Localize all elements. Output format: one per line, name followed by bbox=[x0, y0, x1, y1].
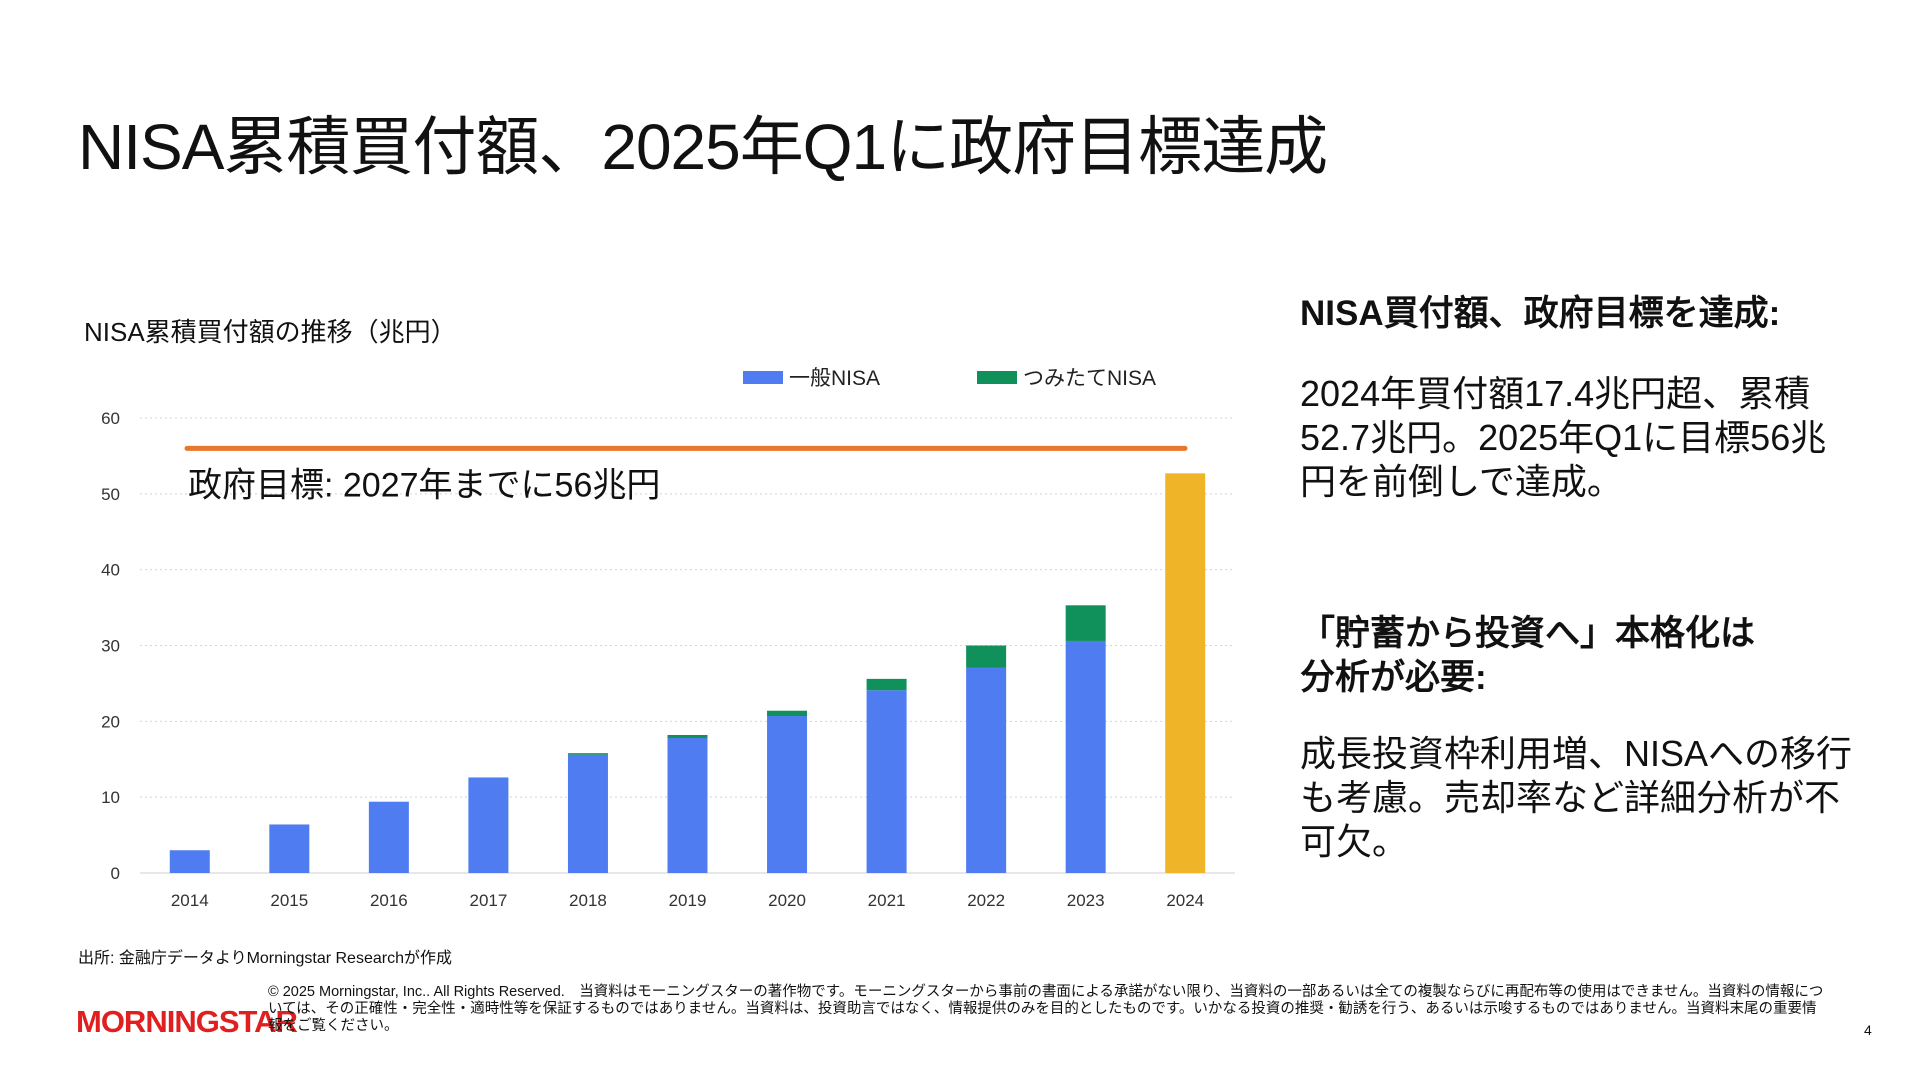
right-panel-heading-2: 「貯蓄から投資へ」本格化は分析が必要: bbox=[1300, 612, 1770, 700]
x-tick-label: 2022 bbox=[967, 891, 1005, 910]
x-tick-label: 2017 bbox=[469, 891, 507, 910]
page-number: 4 bbox=[1864, 1022, 1872, 1038]
text-purchase-summary: 2024年買付額17.4兆円超、累積52.7兆円。2025年Q1に目標56兆円を… bbox=[1300, 373, 1827, 502]
bar-ippan-nisa bbox=[468, 777, 509, 873]
chart-title: NISA累積買付額の推移（兆円） bbox=[84, 317, 457, 347]
bar-ippan-nisa bbox=[1065, 640, 1106, 873]
bar-tsumitate-nisa bbox=[1065, 605, 1106, 641]
y-tick-label: 30 bbox=[101, 637, 120, 656]
heading-analysis-needed: 「貯蓄から投資へ」本格化は分析が必要: bbox=[1300, 614, 1756, 697]
x-tick-label: 2020 bbox=[768, 891, 806, 910]
x-tick-label: 2014 bbox=[171, 891, 209, 910]
bar-ippan-nisa bbox=[667, 738, 708, 873]
bar-tsumitate-nisa bbox=[667, 734, 708, 739]
bar-tsumitate-nisa bbox=[767, 710, 808, 717]
heading-target-achieved: NISA買付額、政府目標を達成: bbox=[1300, 294, 1781, 333]
x-tick-label: 2023 bbox=[1067, 891, 1105, 910]
bar-ippan-nisa bbox=[567, 754, 608, 873]
bar-tsumitate-nisa bbox=[966, 645, 1007, 668]
x-tick-label: 2016 bbox=[370, 891, 408, 910]
x-tick-label: 2021 bbox=[868, 891, 906, 910]
y-tick-label: 10 bbox=[101, 788, 120, 807]
text-analysis-detail: 成長投資枠利用増、NISAへの移行も考慮。売却率など詳細分析が不可欠。 bbox=[1300, 733, 1853, 862]
legend-swatch bbox=[743, 371, 783, 384]
bar-ippan-nisa bbox=[368, 801, 409, 873]
x-tick-label: 2019 bbox=[669, 891, 707, 910]
y-tick-label: 40 bbox=[101, 561, 120, 580]
right-panel-heading-1: NISA買付額、政府目標を達成: bbox=[1300, 292, 1860, 336]
legend-swatch bbox=[977, 371, 1017, 384]
y-tick-label: 0 bbox=[111, 864, 120, 883]
y-tick-label: 20 bbox=[101, 712, 120, 731]
right-panel-text-1: 2024年買付額17.4兆円超、累積52.7兆円。2025年Q1に目標56兆円を… bbox=[1300, 372, 1860, 504]
x-tick-label: 2015 bbox=[270, 891, 308, 910]
bar-tsumitate-nisa bbox=[866, 678, 907, 691]
page-title: NISA累積買付額、2025年Q1に政府目標達成 bbox=[78, 111, 1328, 183]
bar-ippan-nisa bbox=[767, 716, 808, 873]
x-tick-label: 2018 bbox=[569, 891, 607, 910]
x-tick-label: 2024 bbox=[1166, 891, 1204, 910]
legend-label: つみたてNISA bbox=[1023, 367, 1156, 390]
bar-ippan-nisa bbox=[269, 824, 310, 873]
y-tick-label: 50 bbox=[101, 485, 120, 504]
right-panel-text-2: 成長投資枠利用増、NISAへの移行も考慮。売却率など詳細分析が不可欠。 bbox=[1300, 732, 1860, 864]
copyright-notice: © 2025 Morningstar, Inc.. All Rights Res… bbox=[268, 984, 1824, 1034]
legend-label: 一般NISA bbox=[789, 367, 880, 390]
bar-total-2024 bbox=[1165, 473, 1206, 873]
bar-tsumitate-nisa bbox=[567, 753, 608, 755]
bar-ippan-nisa bbox=[866, 690, 907, 873]
source-note: 出所: 金融庁データよりMorningstar Researchが作成 bbox=[78, 950, 452, 967]
y-tick-label: 60 bbox=[101, 409, 120, 428]
bar-ippan-nisa bbox=[966, 667, 1007, 873]
target-label: 政府目標: 2027年までに56兆円 bbox=[188, 466, 660, 504]
bar-ippan-nisa bbox=[169, 850, 210, 873]
morningstar-logo: MORNINGSTAR bbox=[76, 1004, 298, 1039]
